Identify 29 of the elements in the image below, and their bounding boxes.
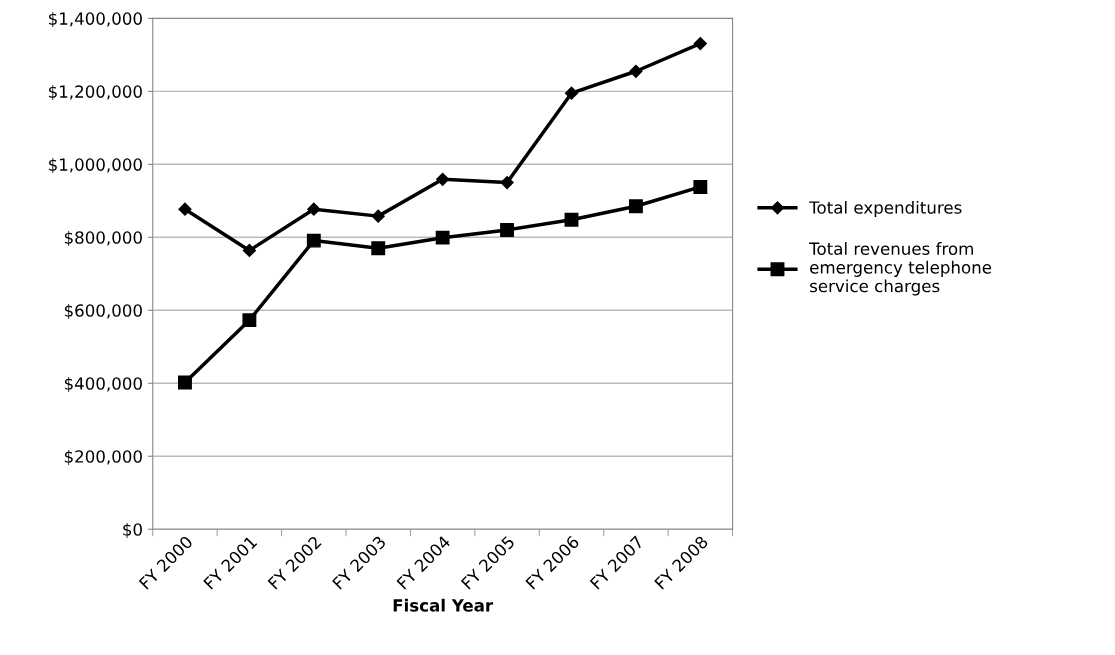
point	[371, 209, 385, 223]
point	[564, 86, 579, 100]
point	[242, 243, 256, 258]
point	[693, 179, 708, 194]
x-axis-title: Fiscal Year	[393, 598, 494, 612]
y-tick-label: $1,000,000	[48, 157, 142, 174]
point	[435, 230, 450, 245]
point	[564, 212, 579, 227]
y-tick-label: $600,000	[64, 303, 142, 320]
point	[500, 175, 514, 190]
y-tick-label: $1,200,000	[48, 84, 142, 101]
point	[178, 202, 192, 216]
point	[306, 233, 321, 248]
point	[178, 375, 192, 390]
point	[628, 199, 643, 214]
legend-label: Total expenditures	[809, 200, 962, 218]
y-tick-label: $400,000	[64, 376, 142, 393]
legend-label: Total revenues from emergency telephone service charges	[809, 242, 992, 296]
y-tick-label: $1,400,000	[48, 12, 142, 28]
y-tick-label: $800,000	[64, 230, 142, 247]
point	[371, 241, 386, 256]
point	[629, 64, 643, 78]
point	[242, 313, 257, 328]
point	[307, 202, 321, 216]
y-tick-label: $200,000	[64, 449, 142, 466]
y-tick-label: $0	[123, 522, 142, 539]
point	[436, 172, 450, 186]
point	[500, 223, 515, 237]
point	[693, 36, 707, 51]
